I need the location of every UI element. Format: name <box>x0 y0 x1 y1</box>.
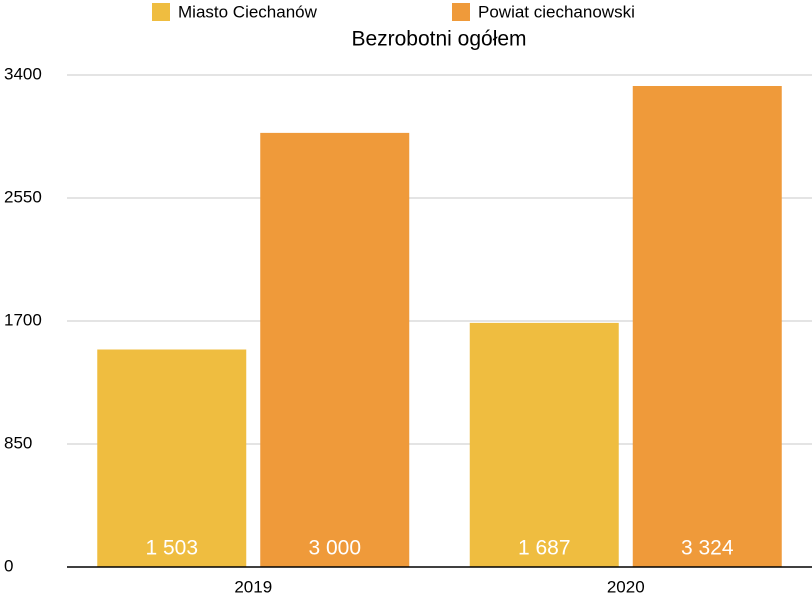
bar <box>97 349 247 567</box>
value-label: 1 503 <box>145 537 198 560</box>
legend-label: Miasto Ciechanów <box>178 2 318 21</box>
y-tick-label: 3400 <box>4 64 42 83</box>
y-tick-label: 2550 <box>4 187 42 206</box>
y-tick-label: 850 <box>4 433 32 452</box>
bar <box>260 132 410 567</box>
value-label: 3 324 <box>681 537 734 560</box>
legend-label: Powiat ciechanowski <box>478 2 635 21</box>
bar <box>632 85 782 567</box>
y-tick-label: 1700 <box>4 310 42 329</box>
chart-title: Bezrobotni ogółem <box>351 28 526 51</box>
y-tick-label: 0 <box>4 556 13 575</box>
legend-swatch <box>152 3 170 21</box>
legend-swatch <box>452 3 470 21</box>
x-tick-label: 2019 <box>234 577 272 596</box>
x-tick-label: 2020 <box>607 577 645 596</box>
value-label: 3 000 <box>308 537 361 560</box>
value-label: 1 687 <box>518 537 571 560</box>
bar <box>469 322 619 567</box>
